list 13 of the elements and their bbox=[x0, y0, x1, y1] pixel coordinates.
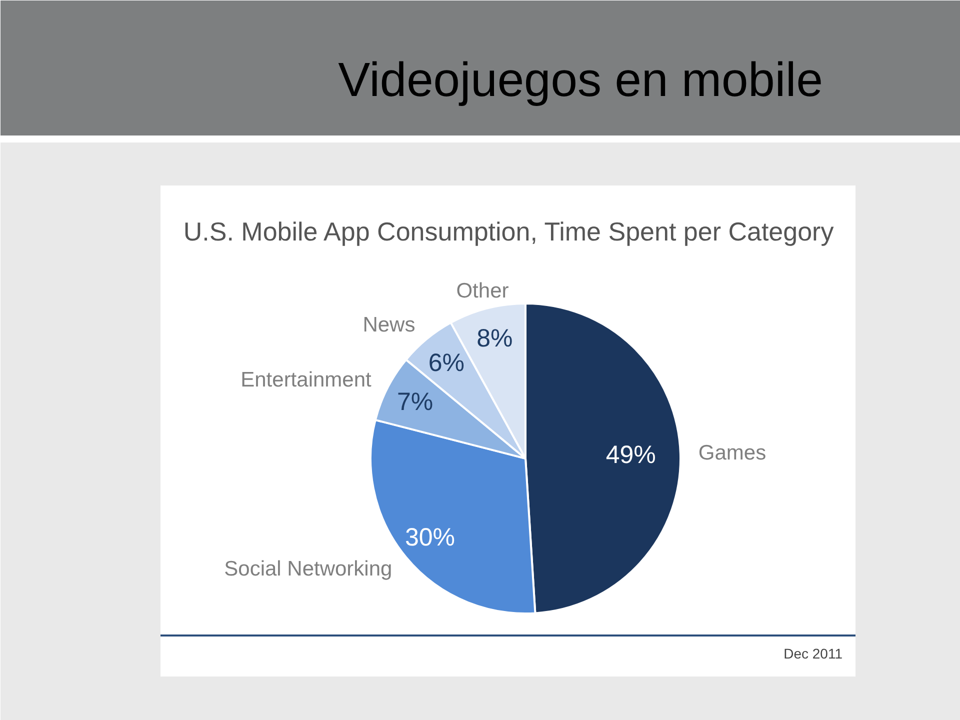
data-label: 6% bbox=[428, 348, 465, 377]
data-label: 7% bbox=[396, 388, 434, 416]
slice-label: Social Networking bbox=[224, 557, 392, 580]
slice-label: Games bbox=[698, 442, 766, 465]
data-label: 30% bbox=[404, 524, 455, 552]
data-label: 49% bbox=[606, 441, 656, 470]
slice-label: Entertainment bbox=[240, 368, 372, 392]
slice-label: Other bbox=[456, 279, 509, 302]
slice-label: News bbox=[362, 314, 416, 337]
data-label: 8% bbox=[476, 324, 513, 352]
chart-title: Videojuegos en mobile bbox=[338, 54, 823, 107]
chart-subtitle: U.S. Mobile App Consumption, Time Spent per Category bbox=[183, 216, 834, 246]
text: Dec 2011 bbox=[784, 646, 843, 662]
